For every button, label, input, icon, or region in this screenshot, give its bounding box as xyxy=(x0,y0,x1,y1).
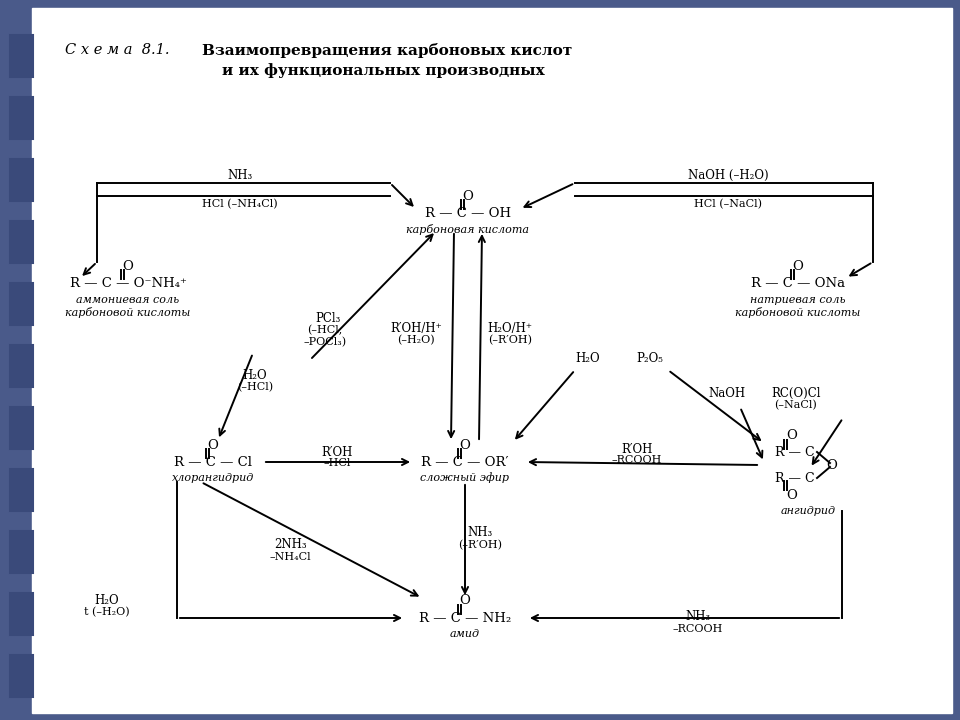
Text: –POCl₃): –POCl₃) xyxy=(303,337,347,347)
Text: –HCl: –HCl xyxy=(324,458,350,468)
Text: NH₃: NH₃ xyxy=(228,168,252,181)
Text: R′OH: R′OH xyxy=(322,446,352,459)
Text: P₂O₅: P₂O₅ xyxy=(636,351,663,364)
Text: карбоновой кислоты: карбоновой кислоты xyxy=(65,307,191,318)
Text: R — C: R — C xyxy=(775,446,815,459)
Text: H₂O/H⁺: H₂O/H⁺ xyxy=(488,322,533,335)
Text: R — C — NH₂: R — C — NH₂ xyxy=(419,611,511,624)
Text: –RCOOH: –RCOOH xyxy=(673,624,723,634)
Text: PCl₃: PCl₃ xyxy=(315,312,341,325)
Text: сложный эфир: сложный эфир xyxy=(420,472,510,483)
Text: O: O xyxy=(123,259,133,272)
Text: карбоновая кислота: карбоновая кислота xyxy=(406,223,530,235)
Bar xyxy=(10,159,33,201)
Text: H₂O: H₂O xyxy=(243,369,267,382)
Text: амид: амид xyxy=(450,629,480,639)
Text: натриевая соль: натриевая соль xyxy=(751,295,846,305)
Text: ангидрид: ангидрид xyxy=(780,506,835,516)
Bar xyxy=(10,345,33,387)
Bar xyxy=(10,283,33,325)
Text: HCl (–NH₄Cl): HCl (–NH₄Cl) xyxy=(203,199,277,209)
Text: –NH₄Cl: –NH₄Cl xyxy=(269,552,311,562)
Text: (–H₂O): (–H₂O) xyxy=(397,335,435,345)
Bar xyxy=(10,97,33,139)
Text: (–HCl,: (–HCl, xyxy=(307,325,343,336)
Text: O: O xyxy=(786,488,798,502)
Bar xyxy=(10,35,33,77)
Text: NH₃: NH₃ xyxy=(685,611,710,624)
Bar xyxy=(10,655,33,697)
Text: (–HCl): (–HCl) xyxy=(237,382,273,392)
Text: NH₃: NH₃ xyxy=(468,526,492,539)
Text: Взаимопревращения карбоновых кислот: Взаимопревращения карбоновых кислот xyxy=(202,43,572,58)
Bar xyxy=(10,469,33,511)
Text: O: O xyxy=(460,595,470,608)
Text: –RCOOH: –RCOOH xyxy=(612,455,662,465)
Text: и их функциональных производных: и их функциональных производных xyxy=(222,63,544,78)
Text: карбоновой кислоты: карбоновой кислоты xyxy=(735,307,860,318)
Text: O: O xyxy=(460,438,470,451)
Text: (–NaCl): (–NaCl) xyxy=(775,400,817,410)
Text: R′OH: R′OH xyxy=(621,443,653,456)
Bar xyxy=(10,407,33,449)
Bar xyxy=(10,593,33,635)
Text: R — C — OR′: R — C — OR′ xyxy=(421,456,509,469)
Text: O: O xyxy=(463,189,473,202)
Text: R — C — O⁻NH₄⁺: R — C — O⁻NH₄⁺ xyxy=(69,276,186,289)
Text: R — C — Cl: R — C — Cl xyxy=(174,456,252,469)
Text: NaOH (–H₂O): NaOH (–H₂O) xyxy=(687,168,768,181)
Text: O: O xyxy=(827,459,837,472)
Text: С х е м а  8.1.: С х е м а 8.1. xyxy=(65,43,179,57)
Text: аммониевая соль: аммониевая соль xyxy=(77,295,180,305)
Text: R′OH/H⁺: R′OH/H⁺ xyxy=(390,322,442,335)
Text: H₂O: H₂O xyxy=(95,593,119,606)
Text: R — C — ONa: R — C — ONa xyxy=(751,276,845,289)
Text: (–R′OH): (–R′OH) xyxy=(488,335,532,345)
Text: 2NH₃: 2NH₃ xyxy=(274,539,306,552)
Text: R — C: R — C xyxy=(775,472,815,485)
Bar xyxy=(10,531,33,573)
Text: R — C — OH: R — C — OH xyxy=(425,207,511,220)
Text: HCl (–NaCl): HCl (–NaCl) xyxy=(694,199,762,209)
Text: (–R′OH): (–R′OH) xyxy=(458,540,502,550)
Text: O: O xyxy=(786,428,798,441)
Text: RC(O)Cl: RC(O)Cl xyxy=(771,387,821,400)
Text: O: O xyxy=(793,259,804,272)
Text: хлорангидрид: хлорангидрид xyxy=(172,473,254,483)
Text: t (–H₂O): t (–H₂O) xyxy=(84,607,130,617)
Text: H₂O: H₂O xyxy=(576,351,600,364)
Bar xyxy=(10,221,33,263)
Text: O: O xyxy=(207,438,219,451)
Text: NaOH: NaOH xyxy=(708,387,746,400)
